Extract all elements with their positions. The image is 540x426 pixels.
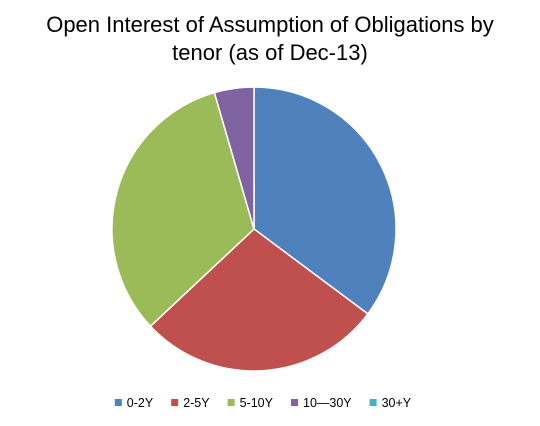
legend: 0-2Y 2-5Y 5-10Y 10—30Y 30+Y [114, 396, 412, 410]
legend-swatch-30-y [369, 399, 377, 406]
pie-slice-2-5y [149, 228, 369, 372]
legend-label-5-10y: 5-10Y [240, 396, 274, 410]
chart-title: Open Interest of Assumption of Obligatio… [46, 12, 494, 65]
legend-item-0-2y: 0-2Y [114, 396, 154, 410]
chart-title-line-2: tenor (as of Dec-13) [172, 40, 368, 65]
legend-swatch-10-30y [291, 399, 298, 406]
legend-item-30-y: 30+Y [369, 396, 412, 410]
pie-slices [111, 86, 397, 372]
legend-swatch-0-2y [114, 399, 122, 406]
chart-title-line-1: Open Interest of Assumption of Obligatio… [46, 12, 494, 37]
legend-label-30-y: 30+Y [382, 396, 412, 410]
legend-label-0-2y: 0-2Y [127, 396, 154, 410]
pie-slice-10-30y [213, 86, 255, 230]
legend-item-10-30y: 10—30Y [291, 396, 352, 410]
legend-swatch-2-5y [171, 399, 179, 406]
pie-slice-0-2y [253, 86, 397, 315]
legend-item-2-5y: 2-5Y [171, 396, 210, 410]
pie-slice-5-10y [111, 91, 255, 327]
legend-label-2-5y: 2-5Y [183, 396, 210, 410]
legend-label-10-30y: 10—30Y [303, 396, 352, 410]
legend-swatch-5-10y [227, 399, 235, 406]
legend-item-5-10y: 5-10Y [227, 396, 274, 410]
